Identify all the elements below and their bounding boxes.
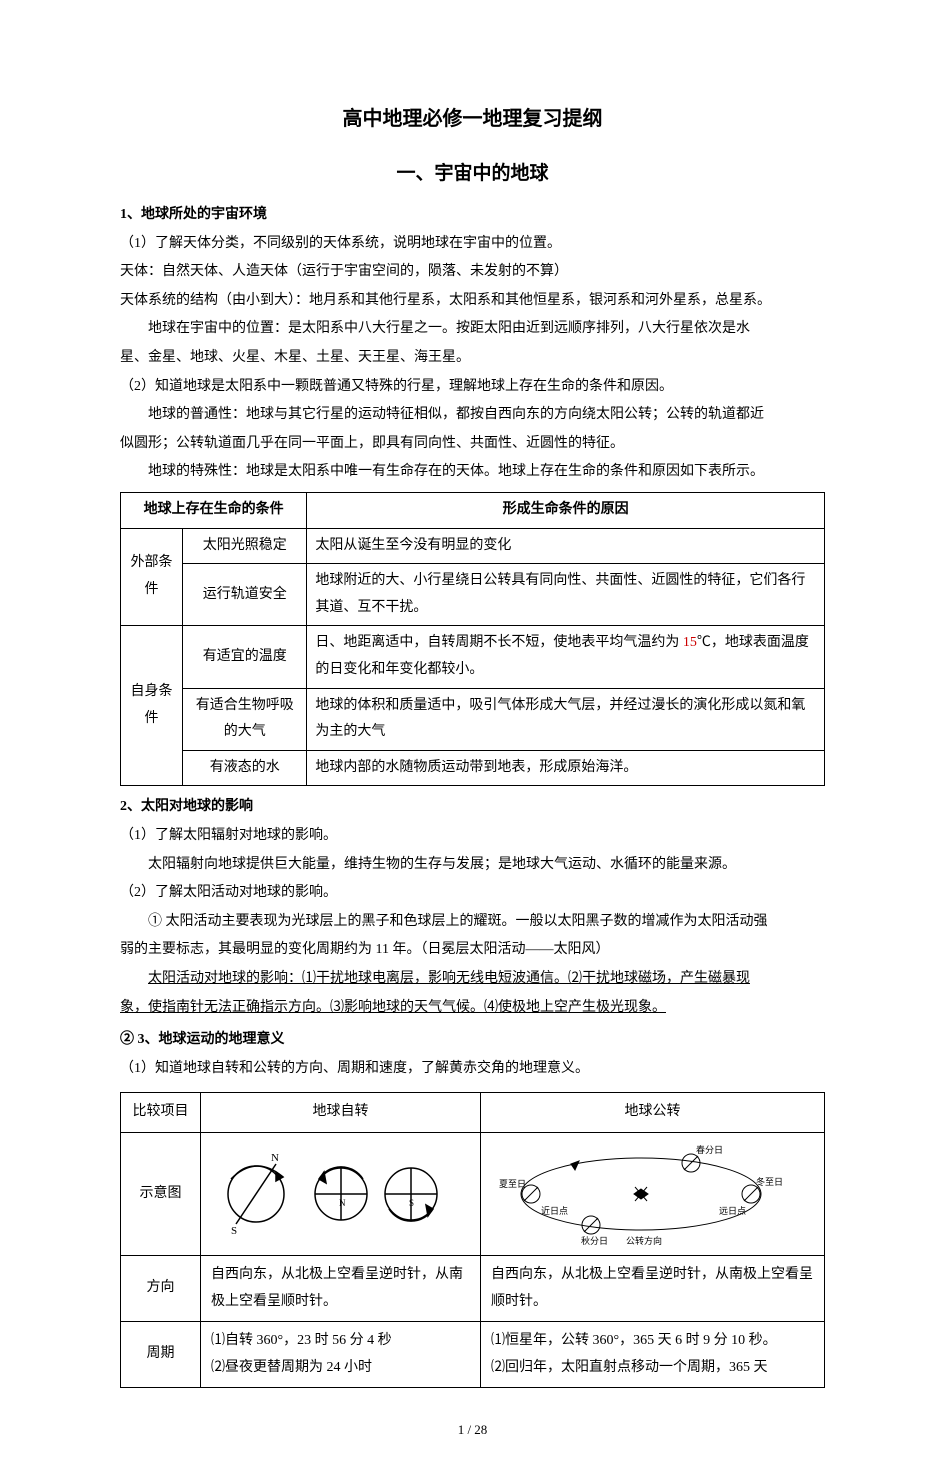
svg-text:S: S (231, 1225, 237, 1237)
svg-text:冬至日: 冬至日 (756, 1176, 783, 1187)
svg-text:N: N (339, 1198, 346, 1208)
t2-dir2: 自西向东，从北极上空看呈逆时针，从南极上空看呈顺时针。 (481, 1255, 825, 1321)
s1-p4b: 星、金星、地球、火星、木星、土星、天王星、海王星。 (120, 345, 825, 372)
svg-text:远日点: 远日点 (719, 1206, 746, 1216)
s1-p4a: 地球在宇宙中的位置：是太阳系中八大行星之一。按距太阳由近到远顺序排列，八大行星依… (120, 316, 825, 343)
t1-h1: 地球上存在生命的条件 (121, 493, 307, 529)
t1-r3c2: 有适宜的温度 (183, 626, 307, 688)
svg-text:N: N (271, 1152, 279, 1164)
document-title: 高中地理必修一地理复习提纲 (120, 100, 825, 138)
t1-r3c1: 自身条件 (121, 626, 183, 786)
s1-p3: 天体系统的结构（由小到大）：地月系和其他行星系，太阳系和其他恒星系，银河系和河外… (120, 288, 825, 315)
t2-row-period: 周期 (121, 1322, 201, 1388)
section2-heading: 2、太阳对地球的影响 (120, 794, 825, 821)
t2-h2: 地球公转 (481, 1093, 825, 1133)
revolution-diagram-cell: 春分日 冬至日 夏至日 秋分日 近日点 远日点 公转方向 (481, 1132, 825, 1255)
t2-h0: 比较项目 (121, 1093, 201, 1133)
s2-p3: （2）了解太阳活动对地球的影响。 (120, 880, 825, 907)
t1-r1c1: 外部条件 (121, 528, 183, 626)
s1-p6b: 似圆形；公转轨道面几乎在同一平面上，即具有同向性、共面性、近圆性的特征。 (120, 431, 825, 458)
svg-text:近日点: 近日点 (541, 1205, 568, 1216)
svg-text:秋分日: 秋分日 (581, 1235, 608, 1246)
s1-p5: （2）知道地球是太阳系中一颗既普通又特殊的行星，理解地球上存在生命的条件和原因。 (120, 374, 825, 401)
t2-period1: ⑴自转 360°，23 时 56 分 4 秒 ⑵昼夜更替周期为 24 小时 (201, 1322, 481, 1388)
section1-heading: 1、地球所处的宇宙环境 (120, 202, 825, 229)
chapter-title: 一、宇宙中的地球 (120, 156, 825, 192)
motion-table: 比较项目 地球自转 地球公转 示意图 N S N (120, 1092, 825, 1388)
t1-r4c2: 有适合生物呼吸的大气 (183, 688, 307, 750)
t1-r2c2: 运行轨道安全 (183, 564, 307, 626)
t1-r1c3: 太阳从诞生至今没有明显的变化 (307, 528, 825, 564)
s1-p2: 天体：自然天体、人造天体（运行于宇宙空间的，陨落、未发射的不算） (120, 259, 825, 286)
t1-r2c3: 地球附近的大、小行星绕日公转具有同向性、共面性、近圆性的特征，它们各行其道、互不… (307, 564, 825, 626)
conditions-table: 地球上存在生命的条件 形成生命条件的原因 外部条件 太阳光照稳定 太阳从诞生至今… (120, 492, 825, 786)
svg-text:S: S (409, 1198, 414, 1208)
svg-text:夏至日: 夏至日 (499, 1179, 526, 1189)
s1-p1: （1）了解天体分类，不同级别的天体系统，说明地球在宇宙中的位置。 (120, 231, 825, 258)
page-footer: 1 / 28 (120, 1418, 825, 1443)
rotation-diagram-cell: N S N S (201, 1132, 481, 1255)
t1-r1c2: 太阳光照稳定 (183, 528, 307, 564)
revolution-diagram-icon: 春分日 冬至日 夏至日 秋分日 近日点 远日点 公转方向 (491, 1139, 791, 1249)
t2-row-dir: 方向 (121, 1255, 201, 1321)
s2-p4a: ① 太阳活动主要表现为光球层上的黑子和色球层上的耀斑。一般以太阳黑子数的增减作为… (120, 909, 825, 936)
s3-p1: （1）知道地球自转和公转的方向、周期和速度，了解黄赤交角的地理意义。 (120, 1056, 825, 1083)
rotation-diagram-icon: N S N S (211, 1139, 451, 1249)
t1-r5c3: 地球内部的水随物质运动带到地表，形成原始海洋。 (307, 750, 825, 786)
svg-text:公转方向: 公转方向 (626, 1235, 662, 1246)
s2-p1: （1）了解太阳辐射对地球的影响。 (120, 823, 825, 850)
s2-p2: 太阳辐射向地球提供巨大能量，维持生物的生存与发展；是地球大气运动、水循环的能量来… (120, 852, 825, 879)
s1-p7: 地球的特殊性：地球是太阳系中唯一有生命存在的天体。地球上存在生命的条件和原因如下… (120, 459, 825, 486)
s2-p5a: 太阳活动对地球的影响：⑴干扰地球电离层，影响无线电短波通信。⑵干扰地球磁场，产生… (120, 966, 825, 993)
t2-period2: ⑴恒星年，公转 360°，365 天 6 时 9 分 10 秒。 ⑵回归年，太阳… (481, 1322, 825, 1388)
t1-h2: 形成生命条件的原因 (307, 493, 825, 529)
svg-text:春分日: 春分日 (696, 1144, 723, 1155)
t1-r5c2: 有液态的水 (183, 750, 307, 786)
s2-p4b: 弱的主要标志，其最明显的变化周期约为 11 年。（日冕层太阳活动——太阳风） (120, 937, 825, 964)
t2-h1: 地球自转 (201, 1093, 481, 1133)
t1-r3c3: 日、地距离适中，自转周期不长不短，使地表平均气温约为 15℃，地球表面温度的日变… (307, 626, 825, 688)
t2-dir1: 自西向东，从北极上空看呈逆时针，从南极上空看呈顺时针。 (201, 1255, 481, 1321)
s1-p6a: 地球的普通性：地球与其它行星的运动特征相似，都按自西向东的方向绕太阳公转；公转的… (120, 402, 825, 429)
t2-row-diag: 示意图 (121, 1132, 201, 1255)
s2-p5b: 象，使指南针无法正确指示方向。⑶影响地球的天气气候。⑷使极地上空产生极光现象。 (120, 995, 825, 1022)
section3-heading: ② 3、地球运动的地理意义 (120, 1027, 825, 1054)
t1-r4c3: 地球的体积和质量适中，吸引气体形成大气层，并经过漫长的演化形成以氮和氧为主的大气 (307, 688, 825, 750)
